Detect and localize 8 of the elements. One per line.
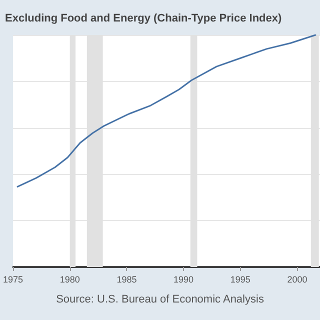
x-tick-label: 1980 — [60, 274, 80, 284]
x-tick-label: 2000 — [287, 274, 308, 284]
x-tick-label: 1990 — [174, 274, 194, 284]
x-tick-label: 1985 — [116, 274, 137, 284]
x-tick-label: 1975 — [2, 274, 24, 284]
x-tick-label: 1995 — [230, 274, 250, 284]
source-note: Source: U.S. Bureau of Economic Analysis — [56, 294, 264, 306]
chart-title: Excluding Food and Energy (Chain-Type Price Index) — [5, 12, 282, 24]
